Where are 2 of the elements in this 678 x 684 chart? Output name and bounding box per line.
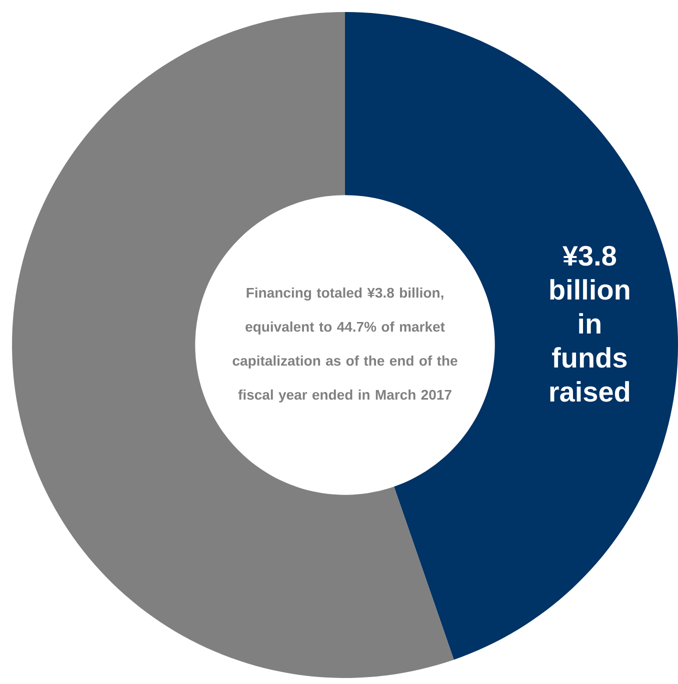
- slice-label: ¥3.8 billion in funds raised: [550, 246, 630, 402]
- text: Financing totaled ¥3.8 billion, equivalent to 44.7% of market capitalization as of the end of the fiscal year ended in March 2017: [232, 287, 458, 403]
